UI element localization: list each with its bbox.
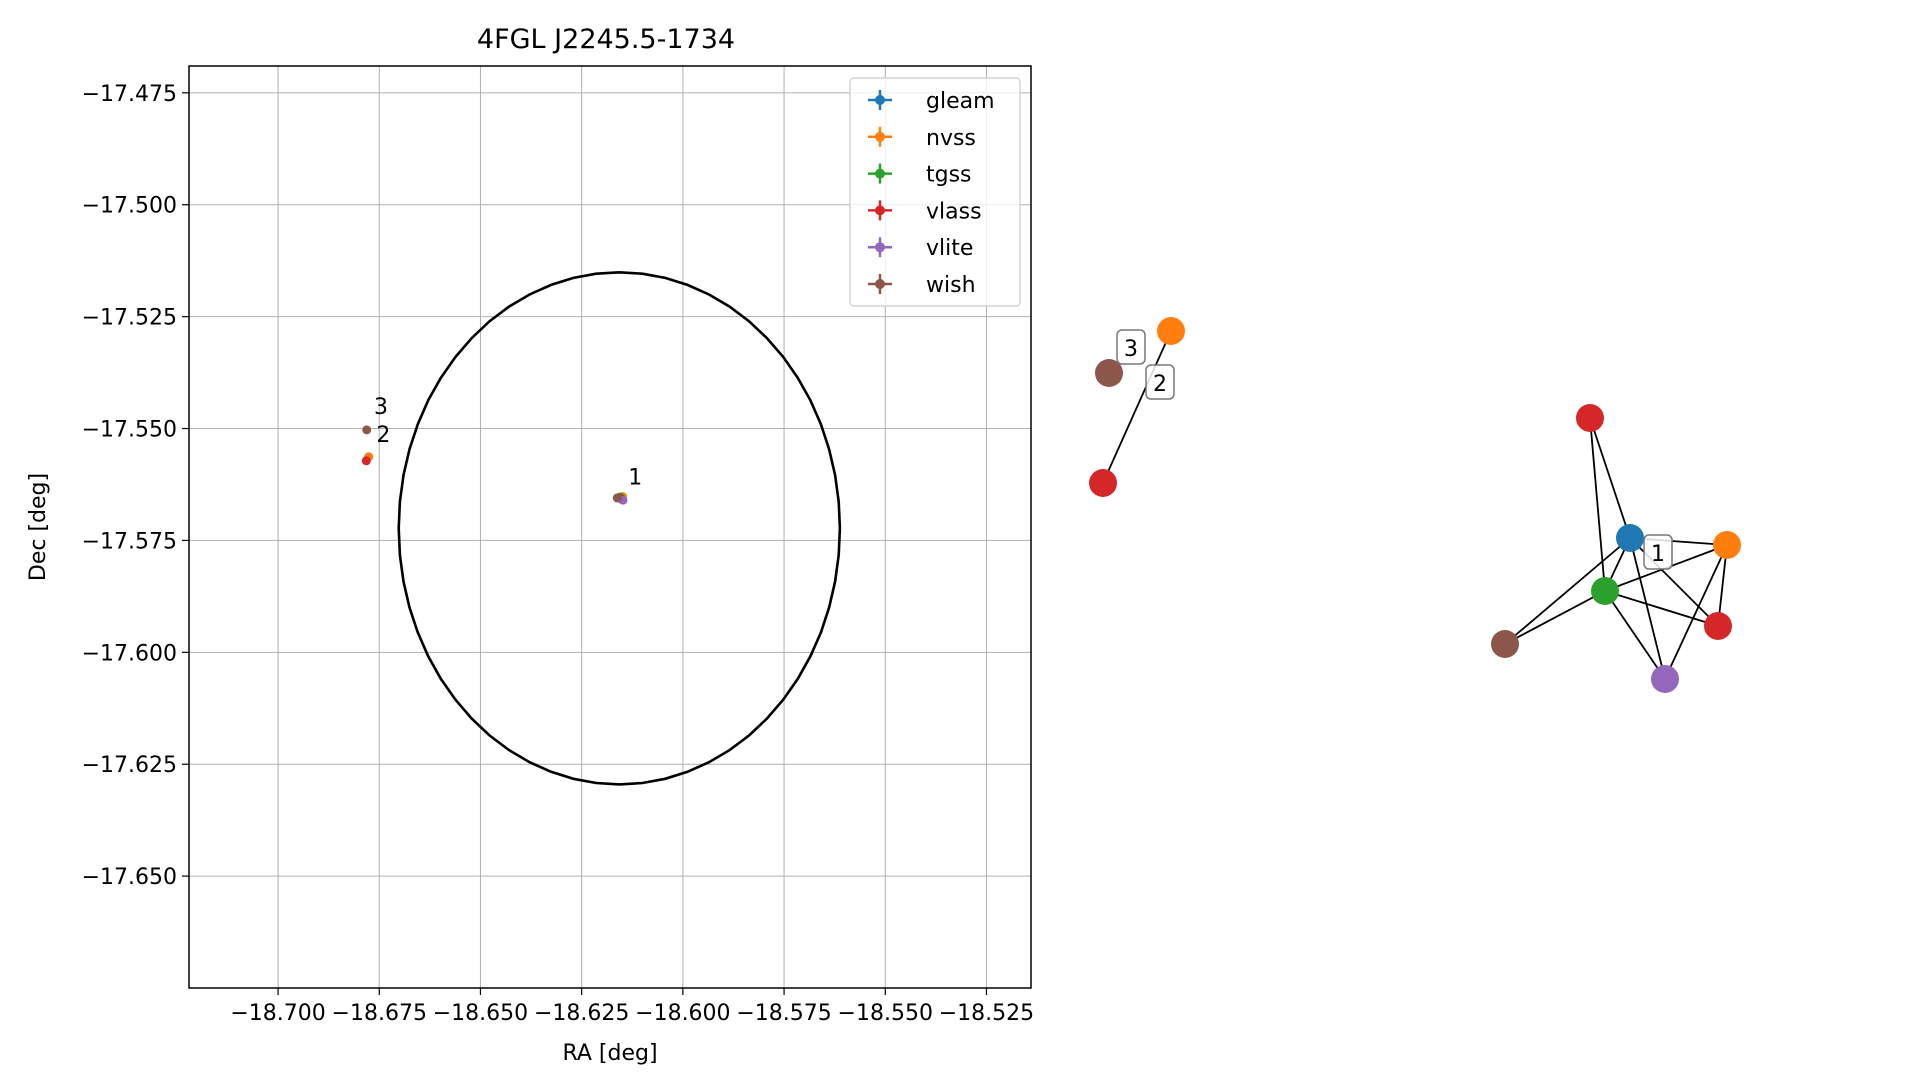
- grid: [189, 66, 1031, 988]
- network-node: [1713, 531, 1741, 559]
- legend-dot-nvss: [875, 131, 885, 142]
- y-axis-label: Dec [deg]: [26, 473, 51, 581]
- network-edge: [1504, 537, 1631, 645]
- source-point-vlass: [361, 456, 371, 466]
- x-tick-label: −18.700: [230, 1001, 325, 1026]
- legend-dot-vlass: [875, 205, 885, 216]
- legend-label-gleam: gleam: [926, 89, 995, 114]
- y-tick-label: −17.525: [82, 306, 177, 331]
- network-edge: [1664, 544, 1728, 680]
- network-labels: 32 1: [1116, 329, 1673, 570]
- y-tick-label: −17.600: [82, 641, 177, 666]
- x-tick-label: −18.525: [939, 1001, 1034, 1026]
- legend-label-vlass: vlass: [926, 199, 982, 224]
- network-node: [1704, 612, 1732, 640]
- y-tick-label: −17.625: [82, 753, 177, 778]
- source-label: 2: [376, 423, 390, 448]
- source-label: 1: [628, 465, 642, 490]
- legend-box: [849, 77, 1021, 307]
- source-label: 3: [374, 395, 388, 420]
- network-node: [1651, 665, 1679, 693]
- x-tick-label: −18.600: [635, 1001, 730, 1026]
- network-label: 2: [1153, 372, 1167, 397]
- network-edge: [1604, 590, 1719, 627]
- network-node: [1095, 359, 1123, 387]
- legend-dot-gleam: [875, 95, 885, 105]
- network-node: [1591, 577, 1619, 605]
- y-tick-label: −17.575: [82, 529, 177, 554]
- network-node: [1089, 469, 1117, 497]
- legend-label-tgss: tgss: [926, 163, 972, 188]
- x-tick-label: −18.550: [838, 1001, 933, 1026]
- sky-plot: 4FGL J2245.5-1734 123 −18.700 −18.675 −18.…: [26, 24, 1034, 1066]
- chart-title: 4FGL J2245.5-1734: [477, 24, 735, 55]
- ellipse-group: [397, 270, 842, 786]
- network-node: [1491, 630, 1519, 658]
- x-tick-label: −18.625: [534, 1001, 629, 1026]
- annotations-group: 1 2 3: [374, 395, 642, 490]
- network-edge: [1604, 590, 1666, 680]
- network-node: [1616, 524, 1644, 552]
- x-ticks: −18.700 −18.675 −18.650 −18.625 −18.600 −18.5…: [230, 988, 1034, 1026]
- x-axis-label: RA [deg]: [562, 1041, 657, 1066]
- source-point-wish: [362, 425, 372, 435]
- network-node: [1157, 317, 1185, 345]
- source-point-wish: [612, 493, 622, 503]
- y-tick-label: −17.650: [82, 865, 177, 890]
- network-label: 3: [1124, 337, 1138, 362]
- network-edge: [1589, 417, 1631, 539]
- legend-label-vlite: vlite: [926, 236, 973, 261]
- points-group: [361, 425, 628, 505]
- network-nodes: [1089, 317, 1741, 693]
- legend-label-wish: wish: [926, 273, 976, 298]
- legend-dot-vlite: [875, 242, 885, 253]
- y-tick-label: −17.500: [82, 194, 177, 219]
- x-tick-label: −18.675: [332, 1001, 427, 1026]
- network-label-box: [1145, 364, 1175, 400]
- network-label-box: [1643, 534, 1673, 570]
- x-tick-label: −18.650: [433, 1001, 528, 1026]
- y-ticks: −17.475 −17.500 −17.525 −17.550 −17.575 −17.6…: [82, 82, 189, 890]
- network-edge: [1102, 330, 1172, 484]
- y-tick-label: −17.550: [82, 418, 177, 443]
- legend-dot-wish: [875, 279, 885, 289]
- network-label-box: [1116, 329, 1146, 365]
- network-graph: 32 1: [1089, 317, 1741, 693]
- legend-dot-tgss: [875, 168, 885, 179]
- network-node: [1576, 404, 1604, 432]
- localization-ellipse: [397, 270, 842, 786]
- network-edge: [1504, 590, 1606, 645]
- network-label: 1: [1651, 542, 1665, 567]
- plot-frame: [188, 65, 1032, 989]
- legend-label-nvss: nvss: [926, 126, 976, 151]
- network-edge: [1629, 537, 1666, 680]
- y-tick-label: −17.475: [82, 82, 177, 107]
- network-edges: [1102, 330, 1728, 680]
- x-tick-label: −18.575: [736, 1001, 831, 1026]
- legend: gleam nvss tgss vlass vlite wish: [849, 77, 1021, 307]
